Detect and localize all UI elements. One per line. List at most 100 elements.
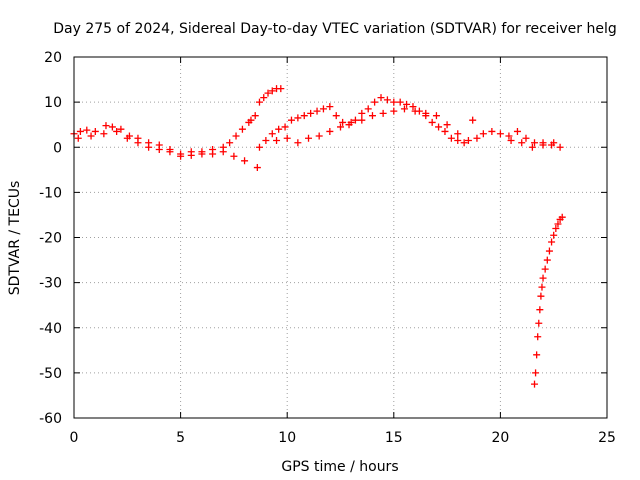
data-point — [351, 116, 359, 124]
data-point — [528, 143, 536, 151]
data-point — [556, 143, 564, 151]
plot-frame — [73, 56, 608, 419]
data-point — [76, 127, 84, 135]
x-tick-label: 10 — [278, 430, 296, 446]
data-point — [241, 157, 249, 165]
data-point — [513, 127, 521, 135]
y-tick-label: -20 — [39, 231, 62, 247]
data-point — [273, 136, 281, 144]
data-point — [326, 103, 334, 111]
data-point — [550, 231, 558, 239]
data-point — [409, 103, 417, 111]
data-point — [177, 152, 185, 160]
data-point — [230, 152, 238, 160]
data-point — [198, 150, 206, 158]
data-point — [479, 130, 487, 138]
data-point — [155, 146, 163, 154]
data-point — [531, 139, 539, 147]
data-point — [488, 127, 496, 135]
data-point — [113, 127, 121, 135]
data-point — [251, 112, 259, 120]
data-point — [145, 143, 153, 151]
data-point — [539, 274, 547, 282]
data-point — [319, 105, 327, 113]
y-tick-label: -10 — [39, 185, 62, 201]
data-point — [102, 122, 110, 130]
x-tick-label: 5 — [176, 430, 185, 446]
data-point — [548, 238, 556, 246]
data-point — [238, 125, 246, 133]
data-point — [255, 98, 263, 106]
data-point — [100, 130, 108, 138]
data-point — [507, 136, 515, 144]
data-point — [368, 112, 376, 120]
data-point — [422, 109, 430, 117]
data-point — [550, 139, 558, 147]
data-point — [390, 98, 398, 106]
data-point — [371, 98, 379, 106]
data-point — [187, 148, 195, 156]
y-tick-label: -30 — [39, 276, 62, 292]
data-point — [400, 105, 408, 113]
data-point — [505, 132, 513, 140]
data-point — [74, 134, 82, 142]
data-point — [339, 118, 347, 126]
data-point — [522, 134, 530, 142]
x-tick-label: 20 — [491, 430, 509, 446]
data-point — [539, 139, 547, 147]
data-point — [283, 134, 291, 142]
y-tick-label: -50 — [39, 366, 62, 382]
data-point — [300, 112, 308, 120]
data-point — [534, 333, 542, 341]
data-point — [332, 112, 340, 120]
data-point — [232, 132, 240, 140]
data-point — [347, 118, 355, 126]
data-point — [533, 351, 541, 359]
data-point — [264, 89, 272, 97]
data-point — [108, 123, 116, 131]
chart-title: Day 275 of 2024, Sidereal Day-to-day VTE… — [53, 21, 616, 37]
data-point — [538, 283, 546, 291]
y-tick-label: -40 — [39, 321, 62, 337]
x-axis-label: GPS time / hours — [281, 459, 398, 475]
data-point — [262, 136, 270, 144]
data-point — [535, 319, 543, 327]
data-point — [379, 109, 387, 117]
data-point — [294, 114, 302, 122]
data-point — [460, 139, 468, 147]
data-point — [358, 116, 366, 124]
y-tick-label: 10 — [44, 95, 62, 111]
x-tick-label: 15 — [385, 430, 403, 446]
data-point — [123, 134, 131, 142]
data-point — [287, 116, 295, 124]
data-point — [469, 116, 477, 124]
data-point — [432, 112, 440, 120]
y-tick-label: -60 — [39, 411, 62, 427]
data-point — [543, 256, 551, 264]
data-point — [307, 109, 315, 117]
data-point — [441, 127, 449, 135]
data-point — [313, 107, 321, 115]
data-point — [558, 213, 566, 221]
data-point — [294, 139, 302, 147]
data-point — [83, 126, 91, 134]
data-point — [541, 265, 549, 273]
data-point — [435, 123, 443, 131]
data-point — [545, 247, 553, 255]
data-point — [443, 121, 451, 129]
data-point — [496, 130, 504, 138]
data-point — [531, 380, 539, 388]
data-point — [396, 98, 404, 106]
data-point — [552, 224, 560, 232]
data-point — [411, 107, 419, 115]
data-point — [253, 164, 261, 172]
data-point — [383, 96, 391, 104]
data-point — [554, 220, 562, 228]
data-point — [255, 143, 263, 151]
data-points — [70, 85, 566, 388]
y-tick-label: 20 — [44, 50, 62, 66]
data-point — [518, 139, 526, 147]
data-point — [91, 127, 99, 135]
y-axis-label: SDTVAR / TECUs — [7, 181, 23, 296]
data-point — [454, 130, 462, 138]
